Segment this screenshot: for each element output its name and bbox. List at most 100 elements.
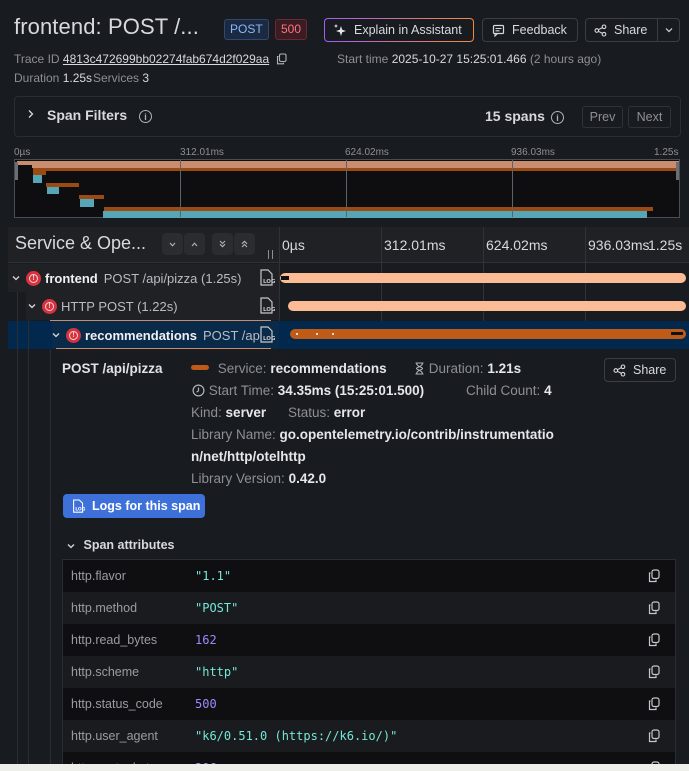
minimap-tick: 312.01ms <box>180 147 224 158</box>
copy-icon[interactable] <box>648 697 660 711</box>
duration-label: Duration <box>14 71 60 85</box>
chevron-down-icon <box>169 242 176 247</box>
info-icon[interactable]: i <box>551 111 564 124</box>
feedback-label: Feedback <box>512 23 567 37</box>
logs-icon[interactable]: LOG <box>259 326 275 344</box>
share-dropdown-toggle[interactable] <box>657 19 679 41</box>
copy-icon[interactable] <box>648 729 660 743</box>
timeline-tick: 0µs <box>282 237 305 253</box>
span-row-recommendations[interactable]: ! recommendations POST /api/ LOG <box>8 321 689 349</box>
span-bar[interactable] <box>288 301 686 311</box>
services-row: Services 3 <box>93 71 149 85</box>
span-attributes-toggle[interactable]: Span attributes <box>67 538 174 552</box>
services-value: 3 <box>142 71 150 85</box>
trace-tree-header <box>8 227 689 263</box>
span-share-button[interactable]: Share <box>604 358 676 382</box>
copy-icon[interactable] <box>648 665 660 679</box>
chevron-down-icon <box>665 28 672 33</box>
svg-text:LOG: LOG <box>263 279 275 285</box>
chevron-down-icon <box>67 544 75 549</box>
copy-icon[interactable] <box>648 633 660 647</box>
error-icon: ! <box>42 298 57 314</box>
attribute-value: "http" <box>195 665 239 679</box>
clock-icon <box>192 384 205 400</box>
attribute-row: http.read_bytes 162 <box>63 624 675 656</box>
sparkle-icon <box>333 23 347 37</box>
timeline-tick: 936.03ms <box>588 237 650 253</box>
info-icon[interactable]: i <box>139 110 152 123</box>
trace-id-link[interactable]: 4813c472699bb02274fab674d2f029aa <box>62 52 270 66</box>
span-service: recommendations <box>85 327 197 343</box>
start-time-row: Start time 2025-10-27 15:25:01.466 (2 ho… <box>337 52 601 66</box>
attribute-value: 162 <box>195 633 217 647</box>
logs-icon[interactable]: LOG <box>259 269 275 287</box>
span-operation: HTTP POST (1.22s) <box>61 298 178 314</box>
duration-value: 1.25s <box>62 71 93 85</box>
trace-title: frontend: POST /... <box>14 14 199 39</box>
chevron-down-icon[interactable] <box>12 275 20 281</box>
attribute-value: "1.1" <box>195 569 232 583</box>
logs-icon[interactable]: LOG <box>259 297 275 315</box>
detail-library-name-cont: n/net/http/otelhttp <box>191 449 306 464</box>
span-bar[interactable] <box>290 329 686 339</box>
detail-operation-name: POST /api/pizza <box>62 361 163 376</box>
share-button[interactable]: Share <box>585 18 680 42</box>
detail-library-name: Library Name: go.opentelemetry.io/contri… <box>191 427 554 442</box>
explain-in-assistant-button[interactable]: Explain in Assistant <box>324 18 474 42</box>
column-resize-handle[interactable] <box>268 250 273 259</box>
explain-label: Explain in Assistant <box>354 23 462 37</box>
trace-id-label: Trace ID <box>14 52 60 66</box>
detail-status: Status: error <box>288 405 366 420</box>
span-count: 15 spans <box>485 108 545 124</box>
expand-all-button[interactable] <box>234 233 255 255</box>
timeline-tick: 624.02ms <box>486 237 548 253</box>
error-icon: ! <box>26 270 41 286</box>
minimap-left-handle[interactable] <box>15 162 18 180</box>
double-chevron-up-icon <box>241 240 248 248</box>
prev-button[interactable]: Prev <box>582 106 623 128</box>
copy-icon[interactable] <box>648 601 660 615</box>
span-service: frontend <box>45 270 98 286</box>
detail-duration: Duration: 1.21s <box>414 361 521 378</box>
logs-for-this-span-button[interactable]: LOG Logs for this span <box>63 494 205 518</box>
span-bar[interactable] <box>280 273 686 283</box>
svg-text:LOG: LOG <box>75 506 85 512</box>
copy-icon[interactable] <box>276 53 288 68</box>
detail-start-time: Start Time: 34.35ms (15:25:01.500) <box>192 383 424 400</box>
chevron-down-icon[interactable] <box>28 303 36 309</box>
attribute-key: http.scheme <box>71 665 140 679</box>
attribute-row: http.status_code 500 <box>63 688 675 720</box>
attribute-key: http.flavor <box>71 569 126 583</box>
minimap-right-handle[interactable] <box>676 162 679 180</box>
svg-text:LOG: LOG <box>263 307 275 313</box>
service-operation-column-title: Service & Ope... <box>15 233 147 253</box>
span-row-http-post[interactable]: ! HTTP POST (1.22s) LOG <box>8 292 689 320</box>
error-icon: ! <box>66 327 81 343</box>
next-button[interactable]: Next <box>628 106 671 128</box>
minimap-tick: 936.03ms <box>511 147 555 158</box>
minimap-tick: 624.02ms <box>345 147 389 158</box>
hourglass-icon <box>414 362 425 378</box>
trace-minimap[interactable] <box>14 159 680 218</box>
collapse-one-button[interactable] <box>162 233 183 255</box>
attribute-key: http.method <box>71 601 138 615</box>
copy-icon[interactable] <box>648 569 660 583</box>
timeline-tick: 1.25s <box>648 237 683 253</box>
detail-child-count: Child Count: 4 <box>466 383 552 398</box>
share-label: Share <box>614 23 648 37</box>
share-icon <box>613 363 626 377</box>
chevron-down-icon[interactable] <box>52 332 60 338</box>
feedback-button[interactable]: Feedback <box>482 18 578 42</box>
chevron-right-icon[interactable] <box>27 108 35 122</box>
service-color-swatch <box>191 365 209 370</box>
attribute-row: http.method "POST" <box>63 592 675 624</box>
expand-one-button[interactable] <box>184 233 205 255</box>
span-attributes-table: http.flavor "1.1" http.method "POST" htt… <box>62 559 676 771</box>
span-filters-toggle[interactable]: Span Filters <box>47 107 128 123</box>
status-badge: 500 <box>275 19 308 40</box>
logs-icon: LOG <box>72 498 85 514</box>
double-chevron-down-icon <box>219 240 226 248</box>
comment-icon <box>492 24 505 37</box>
collapse-all-button[interactable] <box>212 233 233 255</box>
span-row-frontend[interactable]: ! frontend POST /api/pizza (1.25s) LOG <box>8 264 689 292</box>
